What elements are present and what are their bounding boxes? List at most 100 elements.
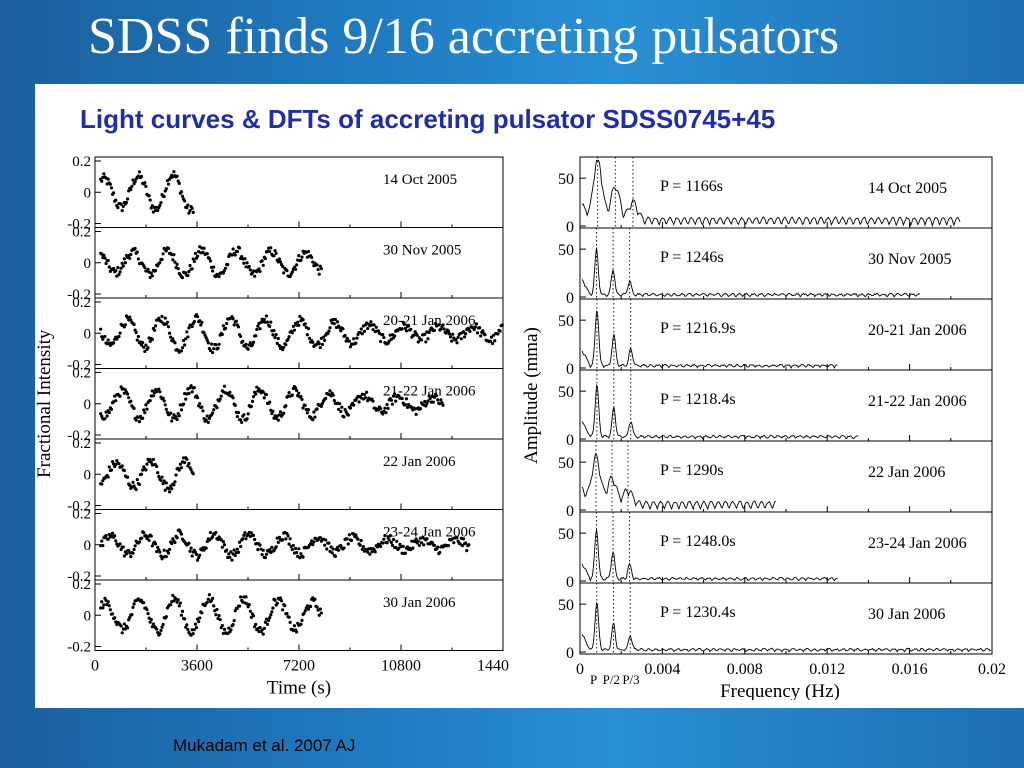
data-point: [355, 336, 359, 340]
data-point: [137, 540, 142, 544]
y-tick-label: -0.2: [67, 287, 91, 303]
y-tick-label: -0.2: [67, 569, 91, 585]
data-point: [431, 400, 435, 404]
data-point: [169, 484, 173, 488]
data-point: [207, 593, 212, 597]
data-point: [104, 261, 108, 266]
dft-panel: 50 0 P = 1230.4s 30 Jan 2006: [558, 582, 993, 662]
data-point: [187, 541, 191, 545]
data-point: [192, 259, 196, 264]
data-point: [173, 260, 177, 264]
data-point: [122, 622, 126, 626]
data-point: [148, 458, 152, 462]
data-point: [343, 407, 347, 412]
data-point: [385, 541, 389, 545]
data-point: [305, 333, 309, 337]
data-point: [418, 407, 423, 411]
data-point: [404, 329, 409, 333]
data-point: [152, 328, 157, 332]
data-point: [324, 396, 328, 401]
y-tick-label: 0: [84, 538, 92, 554]
data-point: [202, 331, 206, 335]
data-point: [345, 336, 349, 340]
data-point: [231, 317, 235, 321]
data-point: [133, 544, 137, 548]
data-point: [169, 603, 173, 607]
data-point: [342, 546, 346, 550]
dft-date-label: 23-24 Jan 2006: [868, 535, 967, 552]
data-point: [428, 396, 432, 401]
data-point: [417, 543, 421, 547]
data-point: [293, 267, 298, 271]
data-point: [349, 538, 354, 543]
data-point: [299, 552, 303, 556]
data-point: [162, 399, 166, 403]
data-point: [106, 258, 110, 263]
data-point: [136, 334, 140, 339]
data-point: [356, 537, 360, 541]
data-point: [256, 547, 260, 552]
y-tick-label: 0.2: [72, 366, 91, 382]
y-tick-label: 0: [566, 219, 574, 236]
data-point: [100, 539, 104, 543]
y-tick-label: 0.2: [72, 225, 91, 241]
data-point: [339, 409, 343, 414]
data-point: [268, 324, 272, 328]
data-point: [211, 350, 215, 355]
data-point: [160, 257, 164, 262]
x-tick-label: 0.008: [727, 661, 763, 678]
data-point: [290, 547, 294, 552]
y-tick-label: 0.2: [72, 507, 91, 523]
light-curve-panel: 0.2 0 -0.2 21-22 Jan 2006: [67, 366, 504, 444]
data-point: [178, 462, 182, 466]
data-point: [176, 598, 180, 602]
data-point: [109, 407, 114, 411]
data-point: [272, 254, 276, 258]
data-point: [371, 328, 375, 332]
data-point: [149, 618, 153, 622]
data-point: [465, 549, 469, 553]
data-point: [454, 338, 458, 342]
y-axis-label: Fractional Intensity: [35, 329, 55, 478]
data-point: [187, 461, 191, 466]
data-point: [360, 547, 364, 552]
data-point: [114, 399, 118, 403]
data-point: [329, 545, 333, 549]
x-tick-label: 0.012: [809, 661, 845, 678]
data-point: [287, 335, 291, 339]
data-point: [274, 545, 278, 549]
data-point: [285, 611, 289, 616]
data-point: [209, 342, 214, 346]
data-point: [361, 544, 365, 549]
data-point: [490, 341, 495, 346]
data-point: [253, 625, 257, 629]
data-point: [204, 546, 208, 550]
data-point: [164, 187, 168, 191]
data-point: [311, 543, 315, 547]
data-point: [108, 608, 112, 612]
data-point: [424, 340, 428, 344]
data-point: [284, 343, 288, 347]
data-point: [352, 337, 356, 341]
data-point: [189, 546, 193, 550]
period-label: P = 1290s: [660, 462, 724, 479]
data-point: [248, 341, 252, 345]
data-point: [232, 323, 236, 327]
data-point: [264, 392, 269, 397]
data-point: [120, 261, 124, 265]
dft-chart: 50 0 P = 1166s 14 Oct 2005 50 0 P = 1246s 30 No…: [521, 156, 1006, 700]
data-point: [204, 336, 208, 340]
dft-panel: 50 0 P = 1248.0s 23-24 Jan 2006: [558, 511, 993, 591]
data-point: [268, 400, 272, 404]
data-point: [107, 465, 111, 469]
data-point: [360, 332, 364, 336]
data-point: [125, 392, 130, 396]
data-point: [403, 326, 407, 330]
data-point: [288, 537, 292, 541]
data-point: [368, 552, 372, 556]
data-point: [211, 411, 215, 415]
data-point: [142, 601, 146, 605]
data-point: [337, 407, 341, 411]
y-tick-label: 0: [566, 432, 574, 449]
data-point: [440, 401, 444, 405]
